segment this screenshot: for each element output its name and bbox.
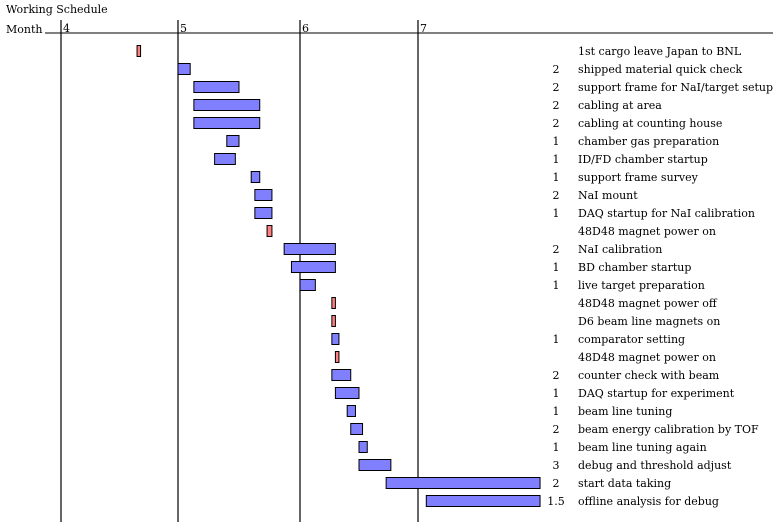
task-duration: 2 bbox=[553, 189, 560, 202]
task-duration: 2 bbox=[553, 369, 560, 382]
task-duration: 3 bbox=[553, 459, 560, 472]
milestone-bar bbox=[331, 297, 336, 309]
milestone-bar bbox=[266, 225, 273, 237]
task-label: beam line tuning again bbox=[578, 441, 707, 454]
task-bar bbox=[193, 117, 261, 129]
task-duration: 1 bbox=[553, 261, 560, 274]
task-label: D6 beam line magnets on bbox=[578, 315, 720, 328]
task-bar bbox=[331, 333, 340, 345]
task-duration: 1 bbox=[553, 207, 560, 220]
task-label: live target preparation bbox=[578, 279, 705, 292]
task-bar bbox=[290, 261, 336, 273]
task-duration: 2 bbox=[553, 423, 560, 436]
task-duration: 1 bbox=[553, 405, 560, 418]
task-label: counter check with beam bbox=[578, 369, 720, 382]
task-bar bbox=[299, 279, 316, 291]
task-bar bbox=[425, 495, 541, 507]
task-duration: 1 bbox=[553, 387, 560, 400]
task-duration: 1 bbox=[553, 441, 560, 454]
task-duration: 2 bbox=[553, 243, 560, 256]
task-duration: 2 bbox=[553, 477, 560, 490]
task-bar bbox=[334, 387, 360, 399]
chart-title: Working Schedule bbox=[6, 3, 108, 16]
task-bar bbox=[346, 405, 356, 417]
task-bar bbox=[177, 63, 191, 75]
task-bar bbox=[250, 171, 261, 183]
task-bar bbox=[254, 189, 273, 201]
task-duration: 1 bbox=[553, 153, 560, 166]
month-tick-label-6: 6 bbox=[302, 22, 309, 35]
task-label: DAQ startup for NaI calibration bbox=[578, 207, 755, 220]
task-label: offline analysis for debug bbox=[578, 495, 719, 508]
task-label: beam line tuning bbox=[578, 405, 672, 418]
task-duration: 2 bbox=[553, 63, 560, 76]
month-tick-label-5: 5 bbox=[180, 22, 187, 35]
task-label: cabling at counting house bbox=[578, 117, 722, 130]
task-label: 48D48 magnet power off bbox=[578, 297, 718, 310]
task-label: support frame for NaI/target setup bbox=[578, 81, 773, 94]
task-duration: 1 bbox=[553, 135, 560, 148]
month-axis-label: Month bbox=[6, 23, 43, 36]
task-duration: 2 bbox=[553, 99, 560, 112]
task-duration: 1 bbox=[553, 279, 560, 292]
task-label: NaI calibration bbox=[578, 243, 662, 256]
task-label: comparator setting bbox=[578, 333, 685, 346]
task-bar bbox=[214, 153, 236, 165]
task-bar bbox=[385, 477, 541, 489]
task-bar bbox=[254, 207, 273, 219]
task-bar bbox=[358, 441, 368, 453]
task-label: ID/FD chamber startup bbox=[578, 153, 708, 166]
milestone-bar bbox=[334, 351, 340, 363]
task-bar bbox=[358, 459, 392, 471]
month-tick-label-4: 4 bbox=[63, 22, 70, 35]
task-label: support frame survey bbox=[578, 171, 699, 184]
task-bar bbox=[226, 135, 240, 147]
task-label: chamber gas preparation bbox=[578, 135, 719, 148]
task-bar bbox=[350, 423, 364, 435]
task-label: start data taking bbox=[578, 477, 671, 490]
task-duration: 1.5 bbox=[547, 495, 565, 508]
task-label: NaI mount bbox=[578, 189, 638, 202]
task-duration: 1 bbox=[553, 171, 560, 184]
task-label: DAQ startup for experiment bbox=[578, 387, 735, 400]
task-bar bbox=[193, 99, 261, 111]
task-label: debug and threshold adjust bbox=[578, 459, 732, 472]
milestone-bar bbox=[136, 45, 142, 57]
task-label: beam energy calibration by TOF bbox=[578, 423, 759, 436]
task-label: BD chamber startup bbox=[578, 261, 691, 274]
task-duration: 2 bbox=[553, 117, 560, 130]
task-bar bbox=[193, 81, 240, 93]
task-label: 48D48 magnet power on bbox=[578, 351, 716, 364]
task-bar bbox=[283, 243, 336, 255]
milestone-bar bbox=[331, 315, 336, 327]
task-duration: 2 bbox=[553, 81, 560, 94]
task-label: shipped material quick check bbox=[578, 63, 743, 76]
task-label: 48D48 magnet power on bbox=[578, 225, 716, 238]
task-bar bbox=[331, 369, 352, 381]
task-label: cabling at area bbox=[578, 99, 662, 112]
task-label: 1st cargo leave Japan to BNL bbox=[578, 45, 742, 58]
month-tick-label-7: 7 bbox=[420, 22, 427, 35]
task-duration: 1 bbox=[553, 333, 560, 346]
